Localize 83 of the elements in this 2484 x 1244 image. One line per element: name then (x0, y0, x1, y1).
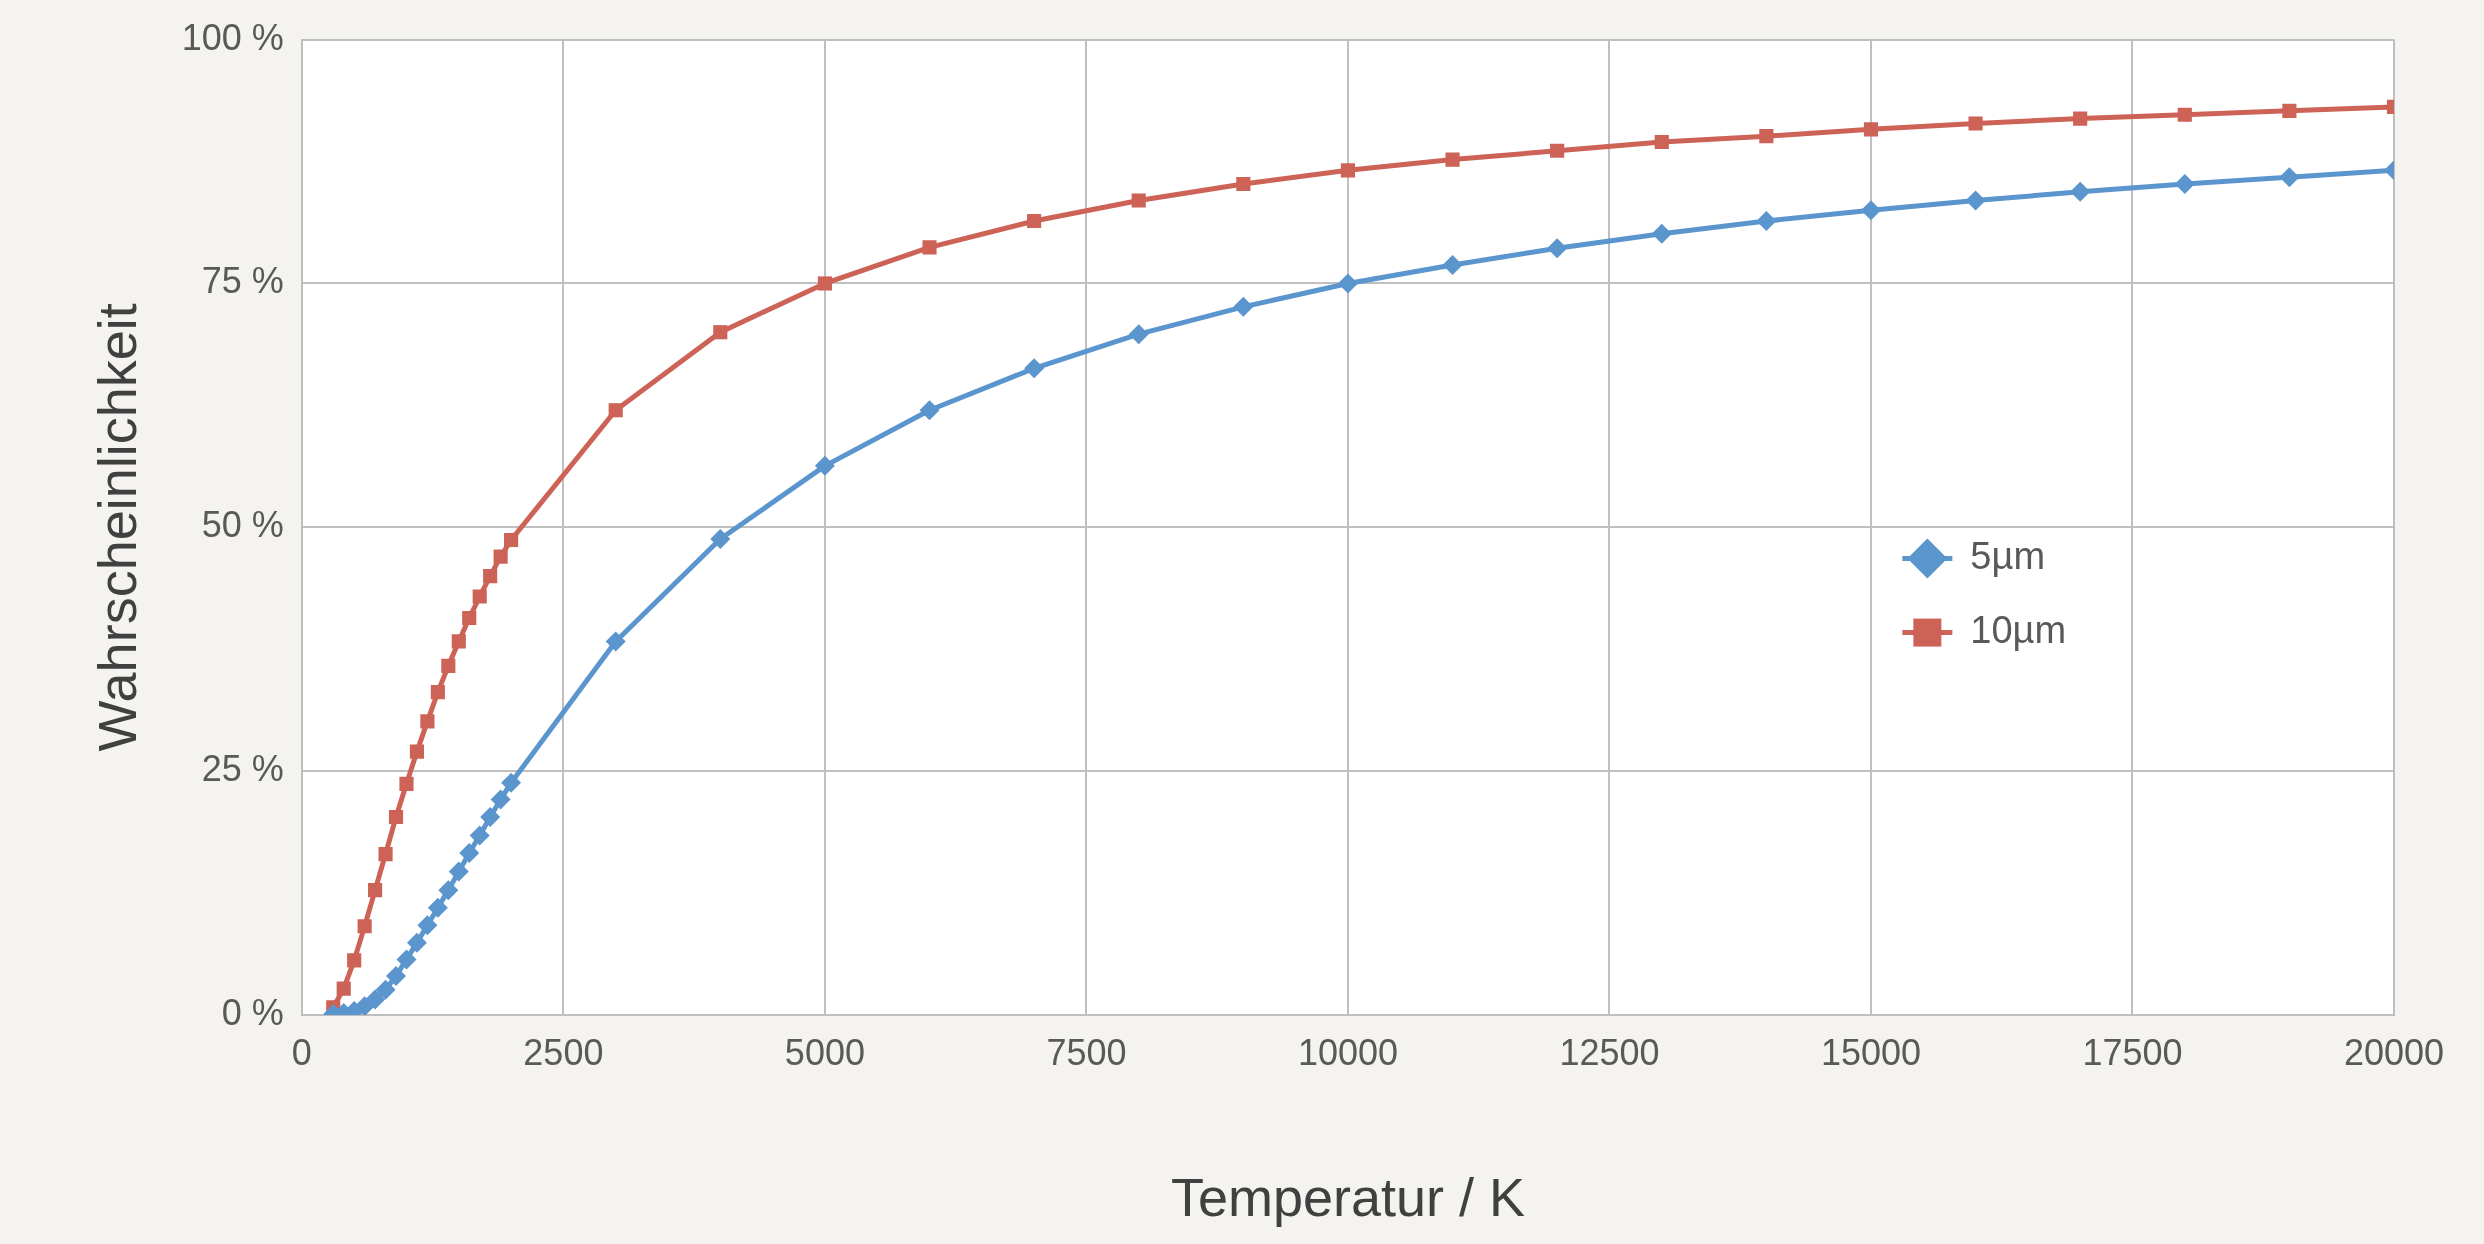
x-tick-label: 17500 (2082, 1031, 2183, 1073)
point (605, 631, 626, 652)
point (608, 403, 623, 418)
point (420, 714, 435, 729)
point (409, 744, 425, 759)
point (480, 806, 501, 827)
point (388, 809, 404, 825)
point (375, 979, 396, 1000)
x-tick-label: 2500 (523, 1031, 604, 1073)
point (1860, 200, 1881, 221)
point (1445, 152, 1460, 167)
point (1128, 324, 1149, 345)
point (347, 953, 362, 968)
point (483, 569, 498, 584)
point (1442, 254, 1463, 275)
point (1337, 273, 1358, 294)
point (814, 455, 835, 476)
y-tick-label: 0 % (221, 991, 284, 1033)
point (1968, 116, 1983, 131)
point (430, 685, 445, 700)
legend-label: 10µm (1970, 609, 2067, 652)
point (1863, 122, 1879, 137)
legend-label: 5µm (1970, 535, 2046, 578)
x-tick-label: 12500 (1559, 1031, 1660, 1073)
point (504, 532, 519, 548)
point (448, 861, 469, 882)
y-tick-label: 25 % (201, 748, 284, 790)
point (396, 949, 417, 970)
y-tick-label: 50 % (201, 504, 284, 546)
point (490, 789, 511, 810)
point (368, 883, 383, 898)
point (1759, 129, 1774, 144)
point (1651, 223, 1672, 244)
point (336, 981, 351, 996)
point (493, 549, 508, 564)
point (713, 325, 728, 340)
point (710, 529, 731, 550)
point (2073, 111, 2088, 126)
point (501, 772, 522, 793)
point (1340, 163, 1356, 178)
point (357, 919, 372, 934)
x-tick-label: 15000 (1820, 1031, 1922, 1073)
point (2070, 181, 2091, 202)
y-tick-label: 100 % (181, 16, 284, 58)
point (1024, 358, 1045, 379)
point (1756, 211, 1777, 232)
point (459, 843, 480, 864)
point (441, 658, 456, 673)
point (417, 915, 438, 936)
point (1654, 134, 1669, 150)
point (386, 965, 407, 986)
point (919, 400, 940, 421)
point (451, 634, 466, 649)
y-axis-title: Wahrscheinlichkeit (87, 303, 148, 752)
point (472, 589, 487, 604)
x-axis-title: Temperatur / K (1170, 1167, 1526, 1228)
x-tick-label: 0 (291, 1031, 312, 1073)
point (1233, 296, 1254, 317)
point (365, 989, 386, 1010)
y-tick-label: 75 % (201, 260, 284, 302)
point (469, 825, 490, 846)
point (2282, 103, 2297, 118)
point (427, 897, 448, 918)
point (378, 846, 393, 862)
x-tick-label: 10000 (1297, 1031, 1398, 1073)
point (1236, 176, 1251, 192)
point (2174, 173, 2195, 194)
point (2177, 107, 2192, 122)
point (922, 240, 937, 255)
point (406, 932, 427, 953)
x-tick-label: 20000 (2343, 1031, 2445, 1073)
point (462, 610, 477, 626)
point (2279, 167, 2300, 188)
x-tick-label: 5000 (784, 1031, 865, 1073)
point (438, 880, 459, 901)
point (399, 776, 414, 791)
point (1965, 190, 1986, 211)
point (1547, 238, 1568, 259)
point (1550, 143, 1565, 158)
x-tick-label: 7500 (1046, 1031, 1127, 1073)
point (1131, 193, 1146, 208)
point (1027, 213, 1042, 229)
point (817, 276, 832, 291)
